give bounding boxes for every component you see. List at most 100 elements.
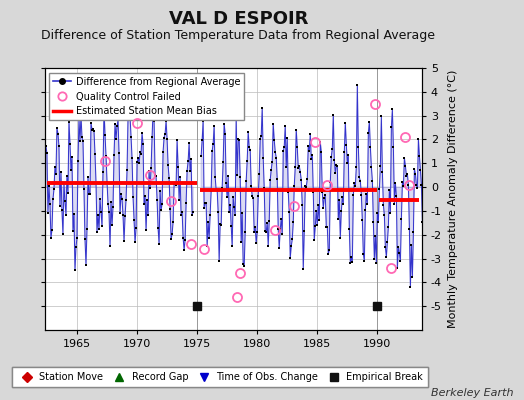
- Point: [235, 137, 243, 143]
- Point: [211, 174, 220, 180]
- Point: [218, 184, 226, 191]
- Point: [331, 170, 340, 176]
- Point: [420, 248, 429, 255]
- Point: [177, 212, 185, 218]
- Point: [187, 156, 195, 162]
- Point: [303, 176, 311, 182]
- Point: [350, 180, 358, 186]
- Point: [295, 163, 303, 169]
- Point: [283, 135, 291, 142]
- Point: [291, 164, 299, 170]
- Point: [91, 151, 99, 158]
- Point: [156, 188, 165, 194]
- Point: [269, 120, 277, 127]
- Point: [170, 181, 178, 187]
- Point: [165, 175, 173, 181]
- Point: [299, 266, 308, 272]
- Point: [201, 200, 209, 206]
- Point: [200, 204, 209, 211]
- Point: [169, 218, 177, 225]
- Point: [243, 158, 252, 164]
- Point: [351, 182, 359, 189]
- Point: [388, 106, 397, 113]
- Point: [396, 258, 405, 265]
- Point: [348, 259, 356, 265]
- Point: [337, 208, 345, 214]
- Point: [332, 162, 341, 168]
- Point: [292, 126, 300, 133]
- Point: [63, 172, 71, 179]
- Point: [117, 191, 125, 197]
- Point: [329, 111, 337, 118]
- Point: [73, 235, 81, 242]
- Point: [282, 164, 290, 170]
- Point: [71, 267, 79, 274]
- Point: [294, 164, 302, 171]
- Point: [49, 196, 57, 202]
- Point: [152, 173, 160, 180]
- Point: [146, 184, 154, 191]
- Point: [116, 210, 124, 216]
- Point: [176, 174, 184, 180]
- Point: [357, 191, 366, 198]
- Point: [130, 217, 138, 224]
- Point: [227, 223, 235, 230]
- Point: [135, 160, 143, 166]
- Point: [250, 229, 258, 235]
- Point: [163, 136, 171, 142]
- Point: [347, 254, 355, 260]
- Point: [220, 120, 228, 127]
- Point: [373, 210, 381, 216]
- Point: [359, 251, 367, 257]
- Point: [129, 194, 137, 200]
- Point: [322, 224, 331, 230]
- Point: [224, 173, 232, 179]
- Point: [197, 153, 205, 159]
- Point: [343, 159, 352, 166]
- Point: [213, 186, 221, 193]
- Point: [229, 194, 237, 200]
- Point: [158, 200, 166, 207]
- Point: [179, 234, 187, 241]
- Point: [402, 173, 411, 179]
- Point: [37, 168, 45, 174]
- Point: [81, 236, 89, 242]
- Point: [252, 240, 260, 246]
- Point: [181, 237, 189, 243]
- Point: [87, 120, 95, 126]
- Point: [120, 238, 128, 244]
- Point: [374, 219, 383, 225]
- Point: [262, 228, 270, 235]
- Point: [67, 166, 75, 173]
- Legend: Station Move, Record Gap, Time of Obs. Change, Empirical Break: Station Move, Record Gap, Time of Obs. C…: [12, 367, 428, 387]
- Point: [105, 209, 113, 215]
- Point: [115, 150, 123, 157]
- Point: [144, 212, 152, 219]
- Point: [212, 187, 221, 193]
- Point: [276, 226, 285, 232]
- Point: [340, 149, 348, 155]
- Point: [384, 223, 392, 230]
- Point: [151, 172, 159, 178]
- Point: [206, 212, 214, 218]
- Point: [274, 226, 282, 232]
- Point: [39, 164, 47, 170]
- Point: [240, 263, 248, 270]
- Point: [405, 226, 413, 232]
- Point: [398, 179, 407, 186]
- Point: [406, 284, 414, 290]
- Point: [254, 193, 263, 200]
- Point: [264, 242, 272, 249]
- Point: [79, 138, 87, 144]
- Point: [266, 177, 275, 183]
- Point: [154, 225, 162, 232]
- Point: [268, 158, 277, 165]
- Point: [126, 112, 134, 119]
- Point: [234, 136, 243, 142]
- Point: [404, 182, 412, 188]
- Point: [414, 136, 423, 142]
- Point: [317, 149, 325, 156]
- Point: [411, 171, 420, 177]
- Point: [290, 183, 299, 189]
- Point: [325, 246, 333, 253]
